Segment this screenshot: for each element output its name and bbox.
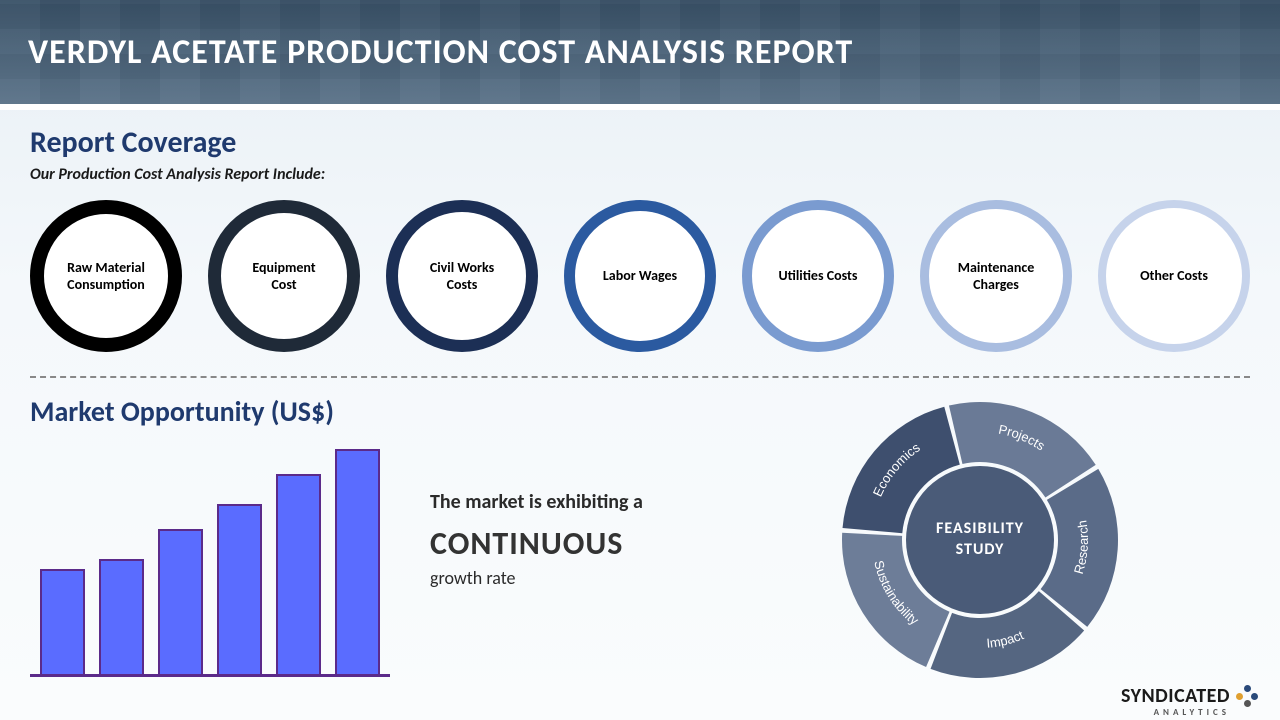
logo-sub-text: ANALYTICS — [1154, 707, 1230, 718]
coverage-circle: Raw Material Consumption — [30, 200, 182, 352]
bar — [276, 474, 321, 674]
coverage-circle: Utilities Costs — [742, 200, 894, 352]
market-column: Market Opportunity (US$) — [30, 394, 410, 677]
market-text-3: growth rate — [430, 567, 810, 589]
market-text-1: The market is exhibiting a — [430, 490, 810, 514]
section-divider — [30, 376, 1250, 378]
coverage-circle: Labor Wages — [564, 200, 716, 352]
coverage-circle: Maintenance Charges — [920, 200, 1072, 352]
coverage-circle-label: Maintenance Charges — [949, 259, 1043, 294]
market-title: Market Opportunity (US$) — [30, 394, 410, 429]
bar — [40, 569, 85, 674]
feasibility-wheel: EconomicsProjectsResearchImpactSustainab… — [840, 400, 1120, 680]
bar — [158, 529, 203, 674]
market-text-2: CONTINUOUS — [430, 524, 810, 563]
wheel-center-label: FEASIBILITYSTUDY — [936, 519, 1024, 561]
coverage-title: Report Coverage — [30, 124, 1250, 161]
lower-section: Market Opportunity (US$) The market is e… — [30, 394, 1250, 680]
wheel-center-text: FEASIBILITYSTUDY — [936, 519, 1024, 559]
brand-logo: SYNDICATED ANALYTICS — [1121, 684, 1258, 708]
coverage-circle: Civil Works Costs — [386, 200, 538, 352]
feasibility-wheel-column: EconomicsProjectsResearchImpactSustainab… — [830, 394, 1130, 680]
logo-mark-icon — [1236, 685, 1258, 707]
bar — [335, 449, 380, 674]
coverage-circle-label: Equipment Cost — [241, 259, 327, 294]
coverage-circle-label: Other Costs — [1140, 267, 1208, 285]
coverage-circles-row: Raw Material Consumption Equipment Cost Ci… — [30, 200, 1250, 352]
coverage-circle-label: Civil Works Costs — [418, 259, 506, 294]
logo-main-text: SYNDICATED — [1121, 684, 1230, 708]
content-area: Report Coverage Our Production Cost Anal… — [0, 110, 1280, 680]
coverage-circle-label: Labor Wages — [603, 267, 677, 285]
bar — [217, 504, 262, 674]
coverage-circle: Equipment Cost — [208, 200, 360, 352]
market-bar-chart — [30, 447, 390, 677]
coverage-circle: Other Costs — [1098, 200, 1250, 352]
coverage-circle-label: Utilities Costs — [778, 267, 857, 285]
market-text-column: The market is exhibiting a CONTINUOUS gr… — [430, 394, 810, 589]
bar — [99, 559, 144, 674]
page-title: VERDYL ACETATE PRODUCTION COST ANALYSIS … — [28, 32, 853, 73]
header-banner: VERDYL ACETATE PRODUCTION COST ANALYSIS … — [0, 0, 1280, 110]
coverage-circle-label: Raw Material Consumption — [64, 259, 148, 294]
coverage-subtitle: Our Production Cost Analysis Report Incl… — [30, 165, 1250, 184]
